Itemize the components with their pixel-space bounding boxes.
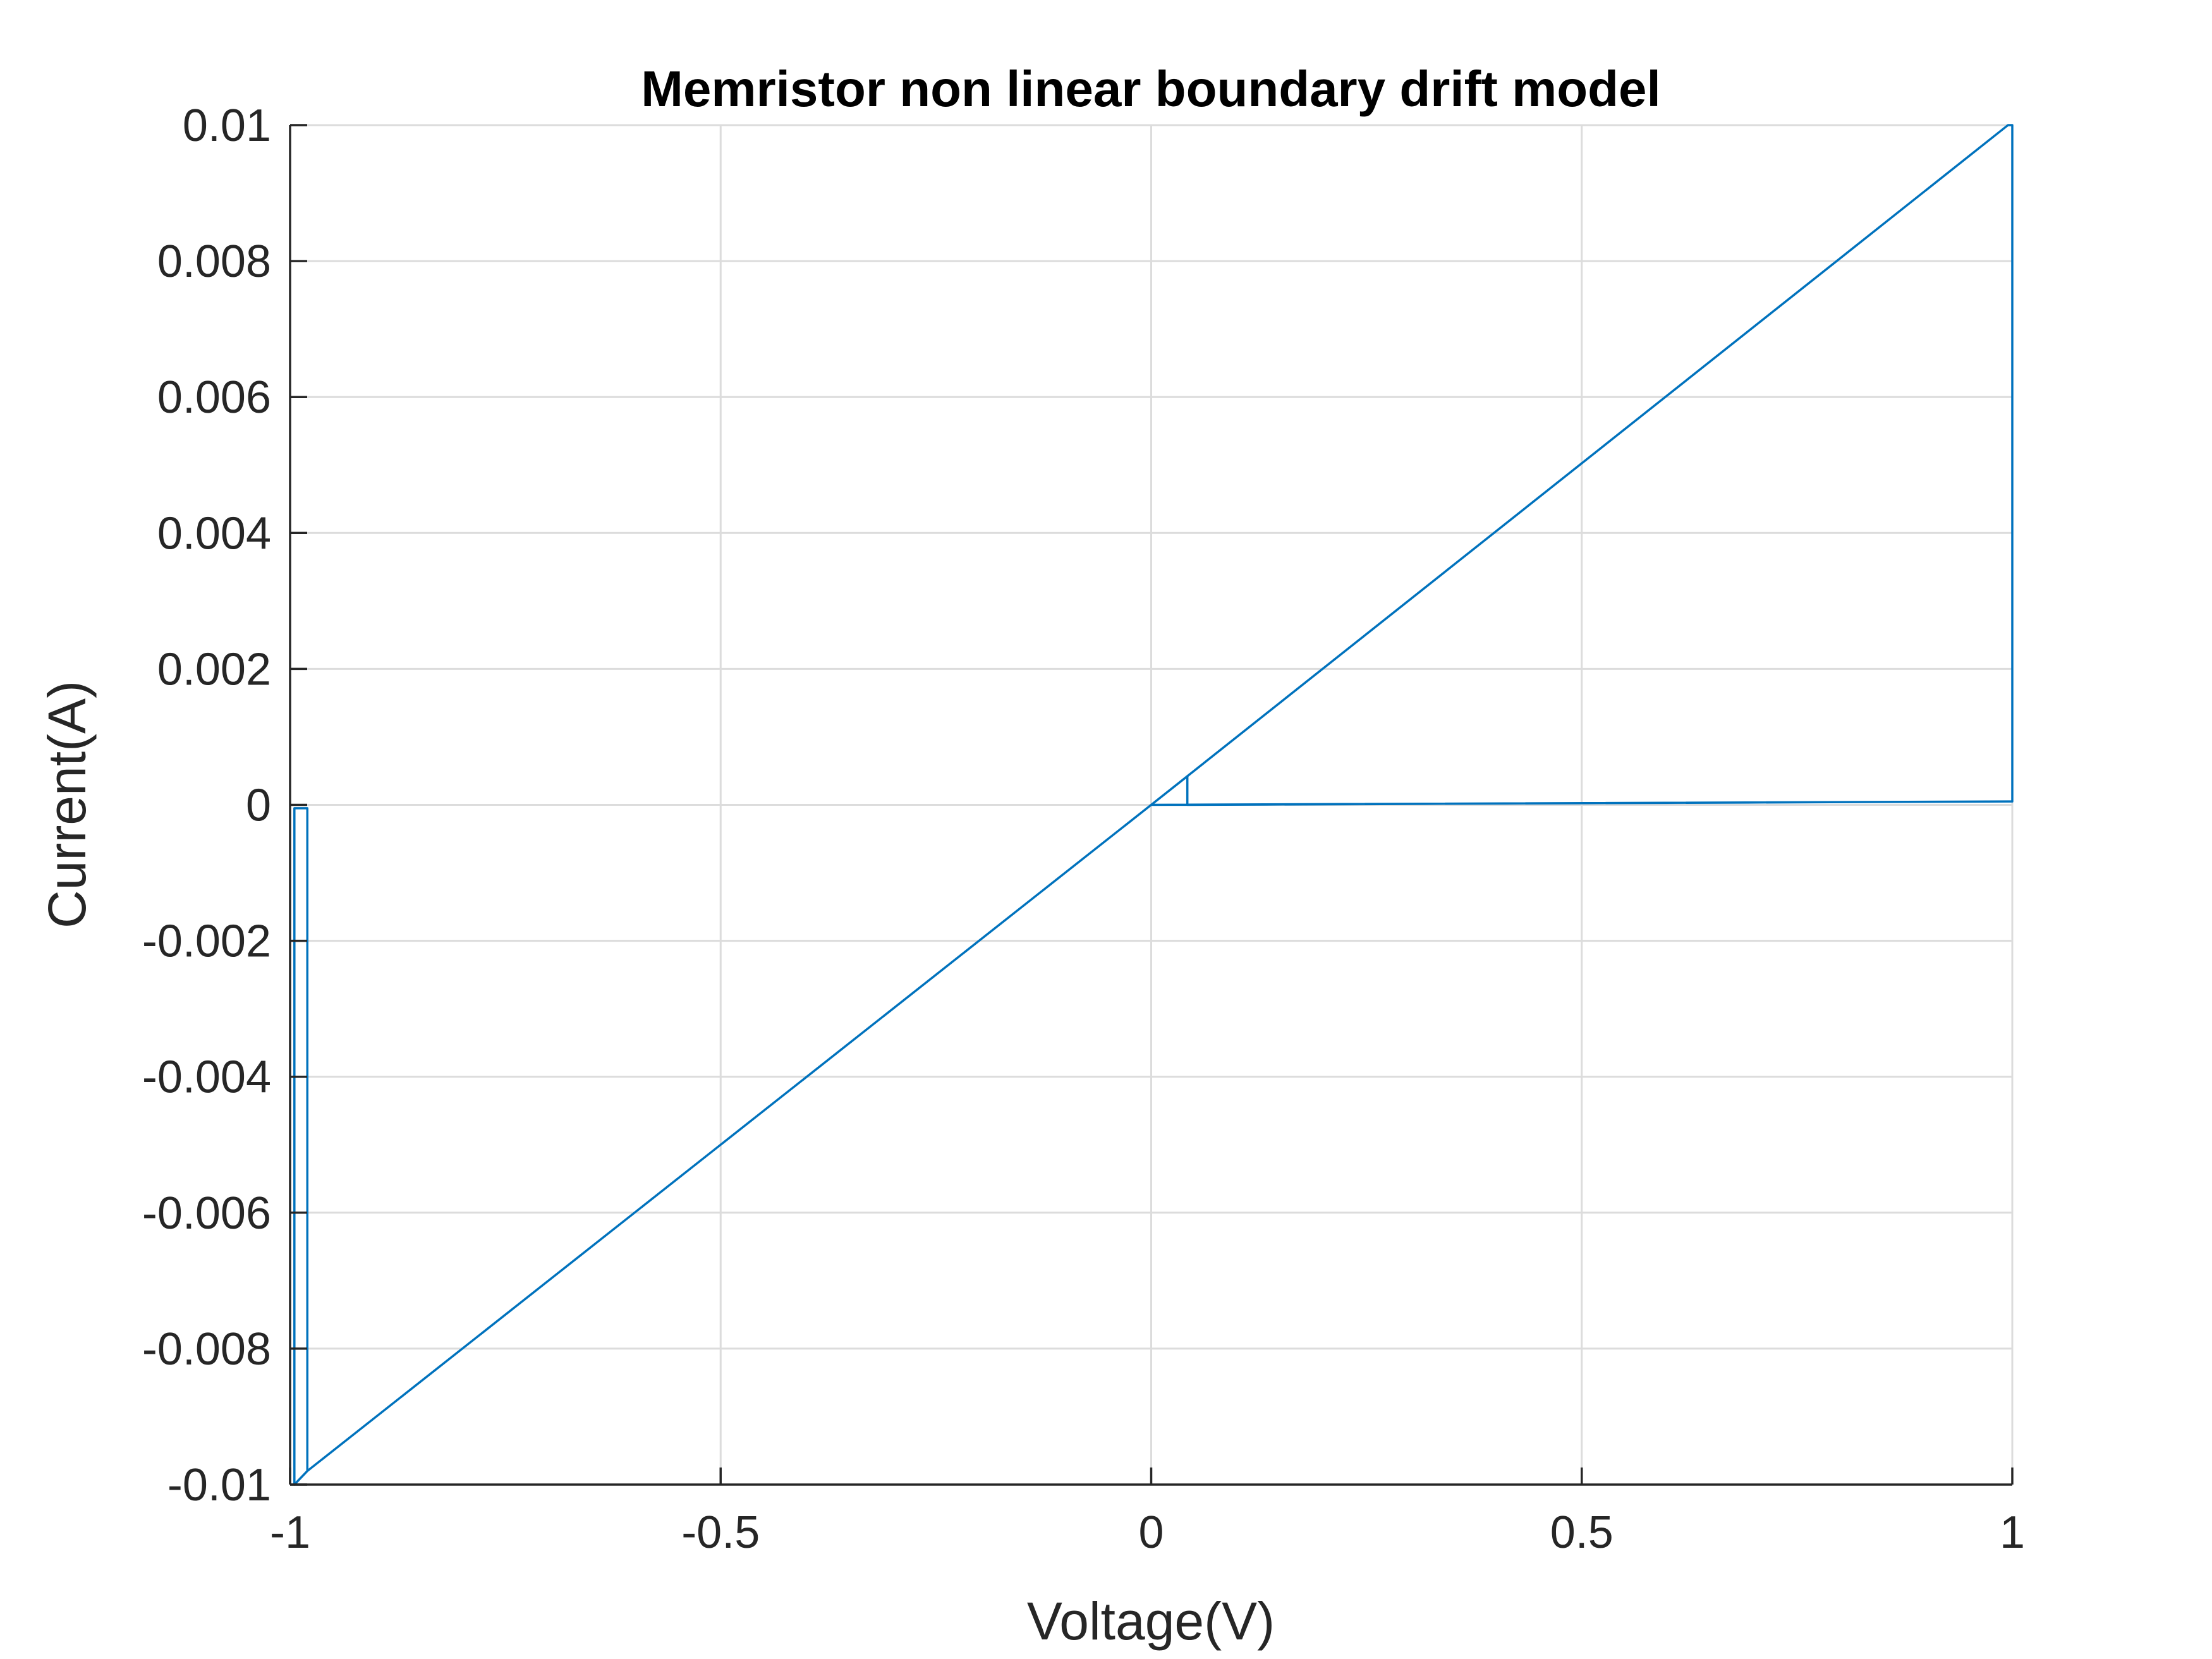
x-tick-label-2: 0	[1138, 1507, 1164, 1558]
y-axis-label: Current(A)	[37, 681, 97, 928]
y-tick-label-9: 0.008	[157, 236, 271, 287]
y-tick-label-2: -0.006	[142, 1188, 271, 1239]
x-tick-label-1: -0.5	[681, 1507, 760, 1558]
x-tick-label-0: -1	[270, 1507, 310, 1558]
y-tick-label-3: -0.004	[142, 1052, 271, 1103]
tick-labels: -1 -0.5 0 0.5 1 -0.01 -0.008 -0.006 -0.004 -0.002…	[142, 100, 2025, 1558]
x-tick-label-3: 0.5	[1550, 1507, 1613, 1558]
y-tick-label-6: 0.002	[157, 644, 271, 695]
x-tick-label-4: 1	[2000, 1507, 2025, 1558]
chart-title: Memristor non linear boundary drift mode…	[641, 61, 1660, 117]
y-tick-label-5: 0	[246, 781, 271, 831]
y-tick-label-7: 0.004	[157, 508, 271, 559]
y-tick-label-1: -0.008	[142, 1324, 271, 1375]
y-tick-label-4: -0.002	[142, 916, 271, 967]
y-tick-label-0: -0.01	[167, 1460, 271, 1510]
y-tick-label-8: 0.006	[157, 372, 271, 423]
y-tick-label-10: 0.01	[183, 100, 271, 151]
data-series	[293, 124, 2014, 1486]
series-line-0	[293, 124, 2014, 1486]
x-axis-label: Voltage(V)	[1027, 1591, 1275, 1651]
axes	[289, 124, 2014, 1486]
